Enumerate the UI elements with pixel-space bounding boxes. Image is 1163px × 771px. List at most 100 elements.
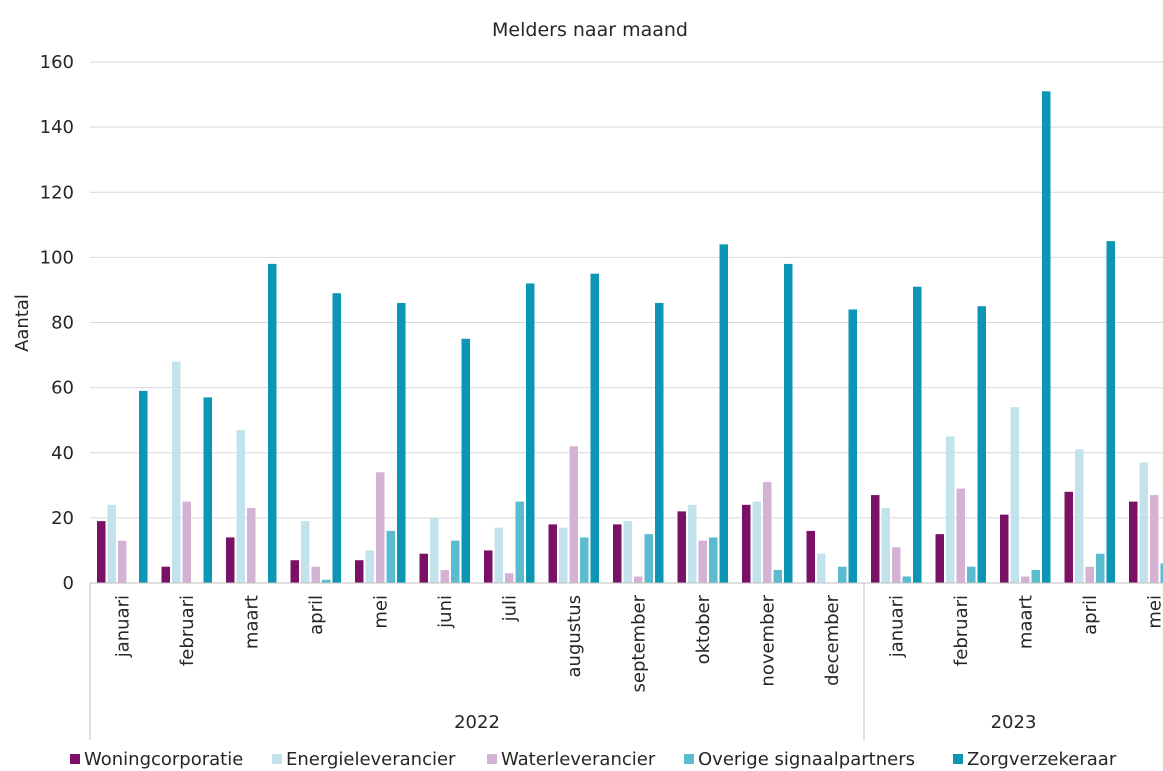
bar	[311, 566, 320, 583]
bar	[494, 527, 503, 583]
bar	[1150, 495, 1159, 583]
group-label: 2023	[991, 712, 1037, 733]
bar	[484, 550, 493, 583]
bar	[634, 576, 643, 583]
legend-swatch	[487, 754, 497, 764]
bar	[677, 511, 686, 583]
bar	[881, 508, 890, 583]
x-axis: januari februari maart april mei juni juli augu…	[89, 582, 1163, 740]
bar	[1010, 407, 1019, 583]
bar	[236, 429, 245, 583]
x-tick-label: mei	[1144, 595, 1163, 629]
legend-label: Woningcorporatie	[84, 749, 243, 770]
legend-label: Overige signaalpartners	[698, 749, 915, 770]
bar	[139, 390, 148, 583]
bar	[290, 560, 299, 583]
bar	[590, 273, 599, 583]
bar	[1085, 566, 1094, 583]
bar	[172, 361, 181, 583]
bar	[1096, 553, 1105, 583]
x-tick-label: november	[757, 594, 778, 686]
legend-item: Woningcorporatie	[70, 749, 243, 770]
bar	[451, 540, 460, 583]
x-tick-label: januari	[112, 595, 133, 658]
x-tick-label: juni	[435, 595, 456, 629]
bar	[1075, 449, 1084, 583]
bar	[871, 495, 880, 583]
y-tick-label: 60	[51, 378, 74, 399]
x-tick-label: januari	[886, 595, 907, 658]
x-tick-label: juli	[499, 595, 520, 622]
bar	[977, 306, 986, 583]
bar	[397, 302, 406, 583]
bar	[1042, 91, 1051, 584]
bar	[247, 508, 256, 583]
bar	[268, 263, 277, 583]
bar	[763, 482, 772, 583]
y-tick-label: 160	[40, 52, 74, 73]
bar	[97, 521, 106, 583]
bar	[742, 504, 751, 583]
x-tick-label: december	[822, 594, 843, 686]
bar	[956, 488, 965, 583]
bar	[892, 547, 901, 583]
y-tick-label: 20	[51, 508, 74, 529]
chart-title: Melders naar maand	[492, 19, 688, 41]
legend-swatch	[953, 754, 963, 764]
bar	[332, 293, 341, 583]
bar	[613, 524, 622, 583]
bar	[203, 397, 212, 583]
bar	[365, 550, 374, 583]
gridlines	[90, 61, 1163, 519]
bar	[719, 244, 728, 583]
bar	[118, 540, 127, 583]
bar	[935, 534, 944, 583]
bar	[838, 566, 847, 583]
bar	[698, 540, 707, 583]
bar	[946, 436, 955, 583]
bar	[623, 521, 632, 583]
bar	[580, 537, 589, 583]
bar	[655, 302, 664, 583]
bar	[1106, 241, 1115, 583]
y-axis-label: Aantal	[12, 294, 33, 352]
y-tick-label: 40	[51, 443, 74, 464]
legend-item: Zorgverzekeraar	[953, 749, 1117, 770]
x-tick-label: maart	[241, 595, 262, 649]
bar	[644, 534, 653, 583]
bar	[688, 504, 697, 583]
bar	[419, 553, 428, 583]
x-tick-label: mei	[370, 595, 391, 629]
legend-item: Waterleverancier	[487, 749, 656, 770]
bar	[430, 517, 439, 583]
bar	[376, 472, 385, 583]
bar	[515, 501, 524, 583]
bar	[182, 501, 191, 583]
bar	[902, 576, 911, 583]
bars	[97, 91, 1163, 584]
bar	[526, 283, 535, 583]
bar	[806, 530, 815, 583]
bar	[559, 527, 568, 583]
bar	[1064, 491, 1073, 583]
y-tick-label: 80	[51, 313, 74, 334]
x-tick-label: september	[628, 594, 649, 692]
legend-swatch	[272, 754, 282, 764]
bar	[1129, 501, 1138, 583]
bar	[548, 524, 557, 583]
x-tick-label: april	[1080, 595, 1101, 635]
bar	[817, 553, 826, 583]
bar	[1021, 576, 1030, 583]
bar	[848, 309, 857, 583]
x-tick-label: augustus	[564, 595, 585, 678]
y-tick-label: 140	[40, 117, 74, 138]
bar	[226, 537, 235, 583]
legend-label: Energieleverancier	[286, 749, 456, 770]
legend-item: Energieleverancier	[272, 749, 456, 770]
legend-swatch	[684, 754, 694, 764]
x-tick-label: maart	[1015, 595, 1036, 649]
bar	[709, 537, 718, 583]
bar	[1160, 563, 1163, 583]
bar	[461, 338, 470, 583]
